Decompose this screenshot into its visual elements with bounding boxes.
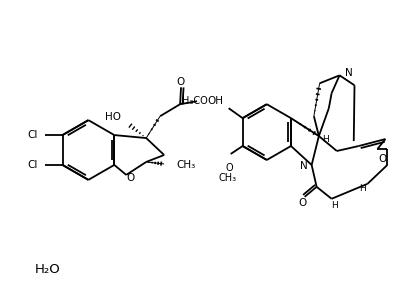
- Text: Cl: Cl: [27, 130, 38, 140]
- Text: Cl: Cl: [27, 160, 38, 170]
- Text: O: O: [225, 163, 232, 173]
- Text: OH: OH: [206, 96, 223, 106]
- Text: H₂O: H₂O: [35, 263, 60, 276]
- Text: N: N: [299, 161, 307, 171]
- Text: H: H: [322, 135, 328, 143]
- Text: H₃CO: H₃CO: [182, 96, 207, 106]
- Text: HO: HO: [105, 112, 121, 122]
- Text: O: O: [377, 154, 386, 164]
- Text: O: O: [298, 198, 306, 208]
- Text: H: H: [358, 184, 365, 193]
- Text: H: H: [330, 201, 337, 210]
- Text: O: O: [126, 173, 134, 183]
- Text: CH₃: CH₃: [176, 160, 195, 170]
- Text: N: N: [344, 68, 351, 78]
- Text: O: O: [176, 77, 184, 87]
- Text: CH₃: CH₃: [218, 173, 236, 183]
